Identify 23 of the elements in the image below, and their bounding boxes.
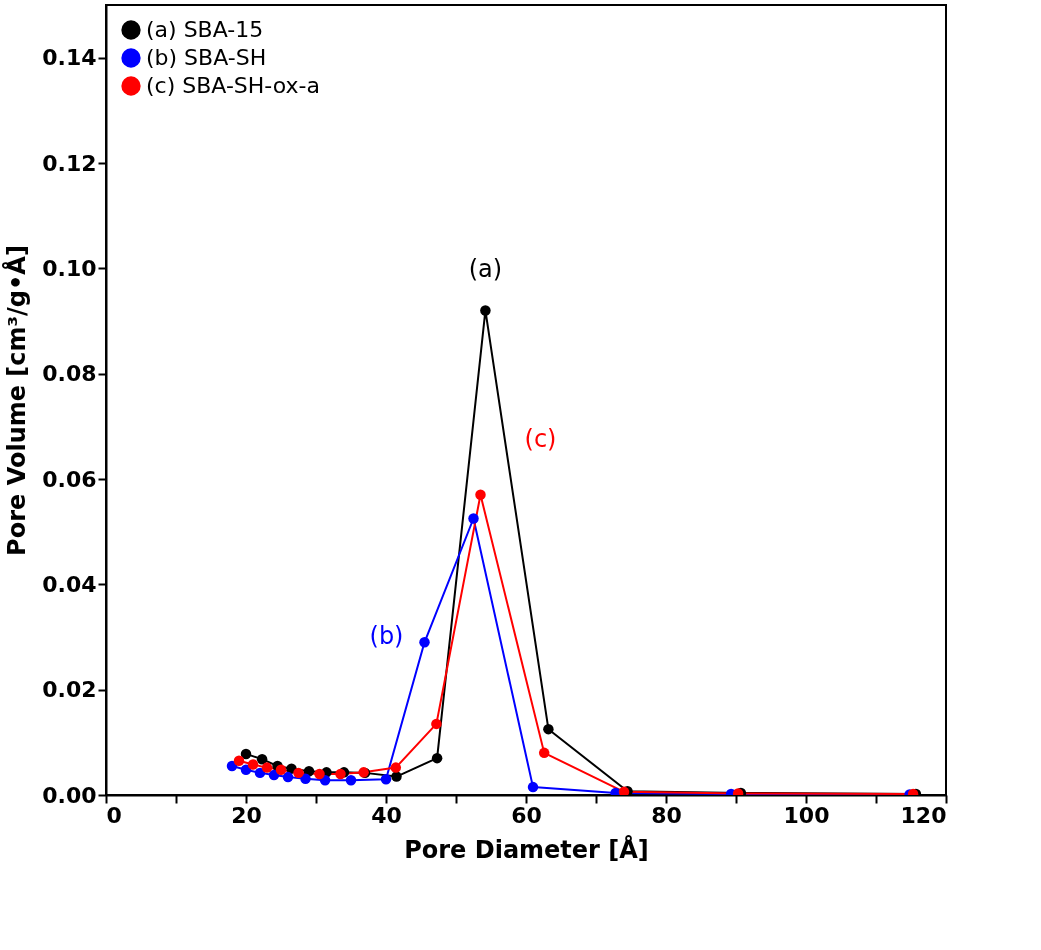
y-tick-label: 0.14: [42, 45, 97, 71]
x-tick-label: 20: [231, 802, 262, 828]
x-tick-label: 60: [511, 802, 542, 828]
y-tick-label: 0.12: [42, 150, 97, 176]
y-tick-label: 0.04: [42, 571, 97, 597]
x-axis-title: Pore Diameter [Å]: [404, 834, 649, 864]
legend-label: (b) SBA-SH: [146, 45, 267, 70]
y-axis-title: Pore Volume [cm³/g•Å]: [2, 245, 32, 556]
y-tick-label: 0.08: [42, 361, 97, 387]
legend-label: (c) SBA-SH-ox-a: [146, 73, 320, 98]
y-tick-label: 0.02: [42, 677, 97, 703]
x-tick-label: 120: [900, 802, 947, 828]
annotation: (c): [524, 424, 557, 453]
y-tick-label: 0.00: [42, 782, 97, 808]
x-tick-label: 40: [371, 802, 402, 828]
annotation: (a): [468, 255, 503, 284]
annotation: (b): [369, 622, 404, 651]
y-tick-label: 0.06: [42, 466, 97, 492]
y-tick-label: 0.10: [42, 255, 97, 281]
x-tick-label: 0: [106, 802, 122, 828]
legend-label: (a) SBA-15: [146, 17, 264, 42]
x-tick-label: 80: [651, 802, 682, 828]
x-tick-label: 100: [783, 802, 830, 828]
